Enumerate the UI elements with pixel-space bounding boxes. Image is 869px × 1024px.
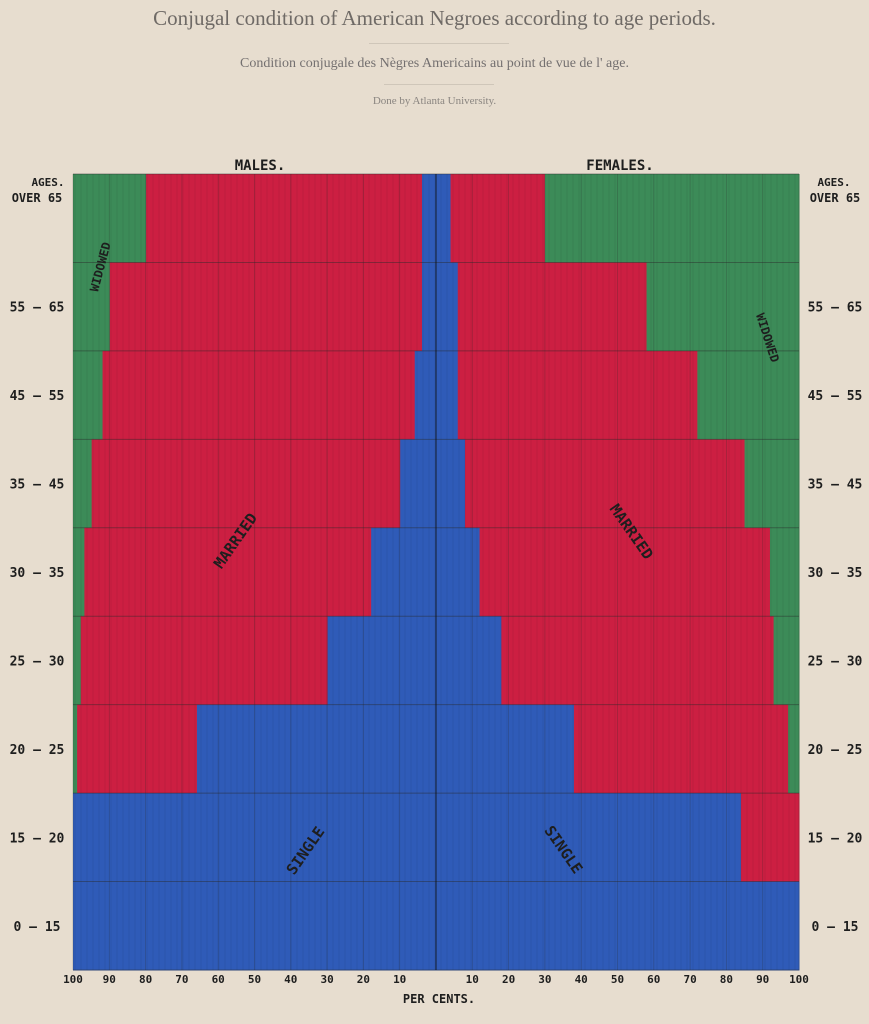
age-label-right: 45 – 55 [808,389,863,404]
x-tick-male: 30 [320,973,333,986]
age-label-right: 20 – 25 [808,743,863,758]
panel-title-males: MALES. [235,158,286,174]
age-label-left: 0 – 15 [14,920,61,935]
x-tick-female: 70 [683,973,696,986]
x-tick-female: 50 [611,973,624,986]
panel-title-females: FEMALES. [586,158,653,174]
age-heading-right: AGES. [817,176,850,189]
x-tick-male: 70 [175,973,188,986]
x-tick-male: 90 [103,973,116,986]
age-label-left: 30 – 35 [10,566,65,581]
x-tick-female: 100 [789,973,809,986]
x-tick-male: 40 [284,973,297,986]
age-label-right: 0 – 15 [812,920,859,935]
age-label-left: 20 – 25 [10,743,65,758]
x-tick-female: 60 [647,973,660,986]
age-label-right: 30 – 35 [808,566,863,581]
chart-credit: Done by Atlanta University. [372,95,497,107]
age-label-left: 45 – 55 [10,389,65,404]
x-tick-male: 10 [393,973,406,986]
chart-title: Conjugal condition of American Negroes a… [153,6,716,30]
x-tick-male: 100 [63,973,83,986]
age-label-right: 35 – 45 [808,478,863,493]
age-label-left: OVER 65 [12,191,63,205]
x-tick-male: 60 [212,973,225,986]
age-label-left: 15 – 20 [10,831,65,846]
age-label-right: 25 – 30 [808,654,863,669]
age-label-left: 55 – 65 [10,301,65,316]
x-tick-female: 20 [502,973,515,986]
x-tick-female: 80 [720,973,733,986]
x-tick-male: 50 [248,973,261,986]
axis-labels: MALES. FEMALES. AGES. AGES. OVER 65 OVER 65 55… [10,158,863,1006]
x-tick-male: 20 [357,973,370,986]
chart-subtitle: Condition conjugale des Nègres Americain… [240,56,629,71]
subtitle-divider [384,84,494,85]
age-label-right: 55 – 65 [808,301,863,316]
x-tick-female: 90 [756,973,769,986]
title-divider [369,43,509,44]
age-label-left: 35 – 45 [10,478,65,493]
x-axis-label: PER CENTS. [403,992,475,1006]
age-label-right: OVER 65 [810,191,861,205]
x-tick-female: 10 [466,973,479,986]
age-label-left: 25 – 30 [10,654,65,669]
age-label-right: 15 – 20 [808,831,863,846]
age-heading-left: AGES. [31,176,64,189]
x-tick-female: 40 [575,973,588,986]
x-tick-male: 80 [139,973,152,986]
gridlines [72,173,800,971]
x-tick-female: 30 [538,973,551,986]
